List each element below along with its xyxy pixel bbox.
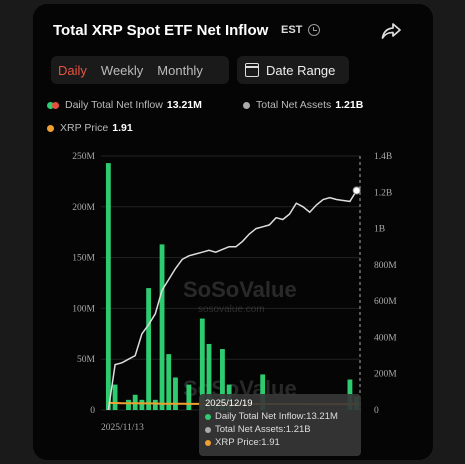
tooltip-row-price: XRP Price: 1.91	[205, 437, 355, 448]
tooltip-assets-label: Total Net Assets:	[215, 424, 286, 435]
inflow-bar	[146, 288, 152, 410]
price-dot-icon	[47, 124, 54, 132]
y-left-tick-label: 50M	[77, 355, 96, 365]
tooltip-assets-value: 1.21B	[285, 424, 311, 435]
inflow-bar	[159, 244, 165, 410]
tooltip-inflow-label: Daily Total Net Inflow:	[215, 411, 307, 422]
y-right-tick-label: 0	[374, 406, 379, 416]
y-right-tick-label: 600M	[374, 297, 397, 307]
y-right-tick-label: 1.2B	[374, 188, 392, 198]
inflow-bar	[152, 399, 158, 410]
legend-total-assets[interactable]: Total Net Assets 1.21B	[243, 99, 363, 111]
x-tick-label: 2025/11/13	[101, 423, 144, 433]
inflow-bar	[199, 318, 205, 410]
tab-weekly[interactable]: Weekly	[100, 62, 144, 78]
y-right-tick-label: 1B	[374, 225, 385, 235]
tooltip-price-value: 1.91	[261, 437, 280, 448]
legend-total-assets-label: Total Net Assets	[256, 99, 332, 111]
tooltip-date: 2025/12/19	[205, 398, 253, 409]
tooltip-price-label: XRP Price:	[215, 437, 262, 448]
chart-card: Total XRP Spot ETF Net Inflow EST Daily …	[33, 4, 433, 460]
watermark-url: sosovalue.com	[198, 304, 265, 315]
timezone-label[interactable]: EST	[281, 24, 303, 36]
calendar-icon	[245, 63, 259, 77]
legend-daily-inflow[interactable]: Daily Total Net Inflow 13.21M	[47, 99, 202, 111]
date-range-button[interactable]: Date Range	[237, 56, 349, 84]
tooltip-row-inflow: Daily Total Net Inflow: 13.21M	[205, 411, 355, 422]
legend-xrp-price-label: XRP Price	[60, 122, 109, 134]
assets-highlight-point	[352, 186, 361, 195]
inflow-bar	[166, 354, 172, 410]
y-left-tick-label: 0	[90, 406, 95, 416]
tooltip-inflow-value: 13.21M	[306, 411, 338, 422]
legend-total-assets-value: 1.21B	[335, 99, 364, 111]
date-range-label: Date Range	[266, 62, 336, 78]
tooltip-price-dot-icon	[205, 439, 211, 446]
legend-xrp-price[interactable]: XRP Price 1.91	[47, 122, 133, 134]
tooltip-inflow-dot-icon	[205, 413, 211, 420]
tooltip-row-assets: Total Net Assets: 1.21B	[205, 424, 355, 435]
page-title: Total XRP Spot ETF Net Inflow	[53, 22, 269, 39]
inflow-bar	[112, 384, 118, 410]
assets-dot-icon	[243, 101, 250, 109]
y-right-tick-label: 400M	[374, 333, 397, 343]
chart-tooltip: 2025/12/19 Daily Total Net Inflow: 13.21…	[199, 394, 361, 456]
inflow-bar	[260, 374, 266, 410]
legend-xrp-price-value: 1.91	[112, 122, 133, 134]
tab-monthly[interactable]: Monthly	[157, 62, 203, 78]
y-left-tick-label: 150M	[72, 254, 95, 264]
y-left-tick-label: 200M	[72, 203, 95, 213]
inflow-outflow-dot-icon	[47, 101, 59, 109]
period-tabs: Daily Weekly Monthly	[51, 56, 229, 84]
legend-daily-inflow-label: Daily Total Net Inflow	[65, 99, 163, 111]
chart-area[interactable]: SoSoValue sosovalue.com SoSoValue 250M20…	[33, 4, 433, 460]
inflow-bar	[186, 384, 192, 410]
inflow-bar	[220, 349, 225, 410]
tab-daily[interactable]: Daily	[58, 62, 87, 78]
y-right-tick-label: 1.4B	[374, 152, 392, 162]
inflow-bar	[206, 343, 212, 410]
inflow-bar	[126, 399, 131, 410]
share-icon[interactable]	[381, 22, 401, 40]
assets-line	[107, 190, 358, 411]
y-right-tick-label: 200M	[374, 370, 397, 380]
watermark-brand: SoSoValue	[183, 277, 297, 302]
y-right-tick-label: 800M	[374, 261, 397, 271]
inflow-bar	[105, 163, 111, 410]
y-left-tick-label: 250M	[72, 152, 95, 162]
y-left-tick-label: 100M	[72, 304, 95, 314]
tooltip-assets-dot-icon	[205, 426, 211, 433]
legend-daily-inflow-value: 13.21M	[166, 99, 202, 111]
inflow-bar	[173, 377, 178, 410]
clock-icon[interactable]	[308, 24, 320, 36]
inflow-bar	[139, 399, 145, 410]
